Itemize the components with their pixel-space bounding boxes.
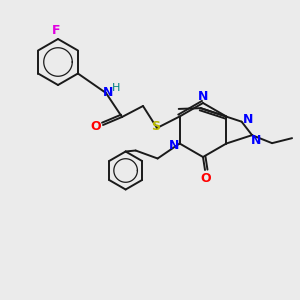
Text: S: S (152, 121, 160, 134)
Text: N: N (168, 139, 179, 152)
Text: F: F (52, 25, 60, 38)
Text: O: O (201, 172, 211, 184)
Text: N: N (198, 91, 208, 103)
Text: O: O (91, 121, 101, 134)
Text: N: N (251, 134, 261, 147)
Text: N: N (103, 86, 113, 100)
Text: H: H (112, 83, 120, 93)
Text: N: N (242, 113, 253, 126)
